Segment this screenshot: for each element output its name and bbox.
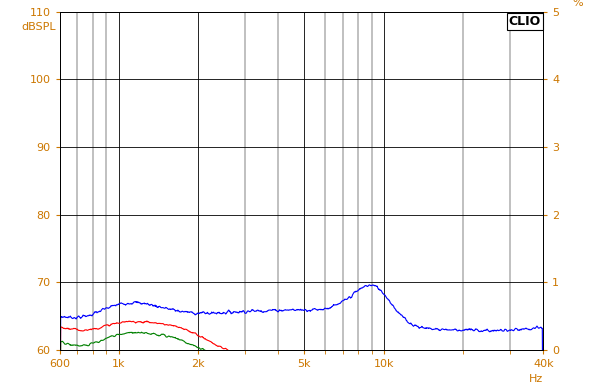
Text: dBSPL: dBSPL bbox=[21, 22, 56, 32]
Text: CLIO: CLIO bbox=[509, 15, 541, 28]
Text: %: % bbox=[573, 0, 583, 8]
Text: Hz: Hz bbox=[529, 374, 543, 384]
